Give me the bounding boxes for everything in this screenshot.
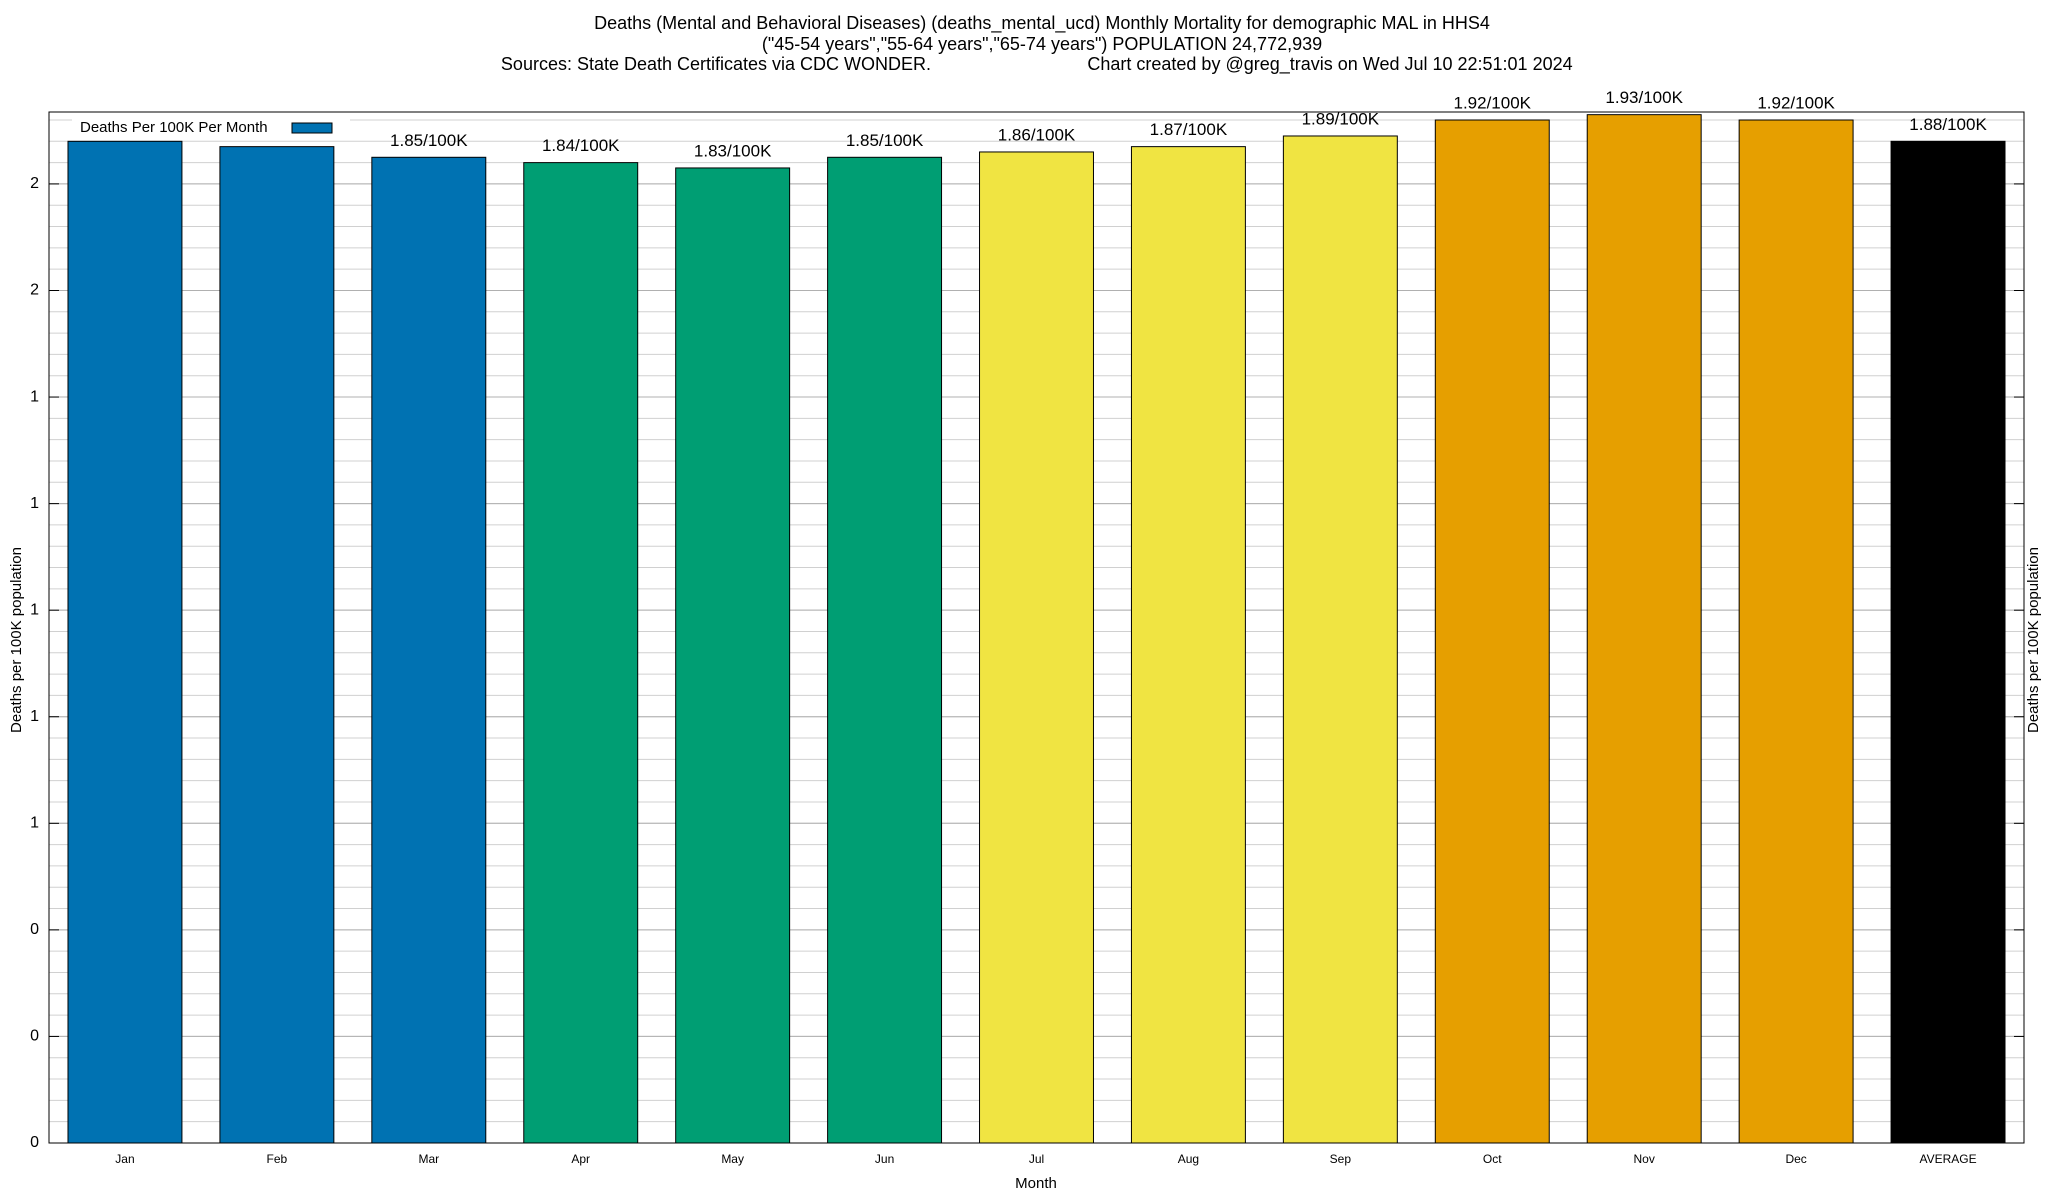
y-tick-label: 1 bbox=[30, 495, 39, 512]
y2-axis-label: Deaths per 100K population bbox=[2025, 547, 2042, 733]
bar bbox=[675, 167, 791, 1144]
x-tick-label: Sep bbox=[1330, 1152, 1352, 1166]
x-tick-label: Feb bbox=[267, 1152, 288, 1166]
bar bbox=[219, 146, 335, 1144]
y-tick-label: 0 bbox=[30, 1028, 39, 1045]
chart-source: Sources: State Death Certificates via CD… bbox=[501, 54, 931, 74]
y-tick-label: 0 bbox=[30, 921, 39, 938]
legend-label: Deaths Per 100K Per Month bbox=[80, 119, 268, 136]
y-tick-label: 0 bbox=[30, 1134, 39, 1151]
x-tick-label: Jun bbox=[875, 1152, 894, 1166]
bar bbox=[1130, 146, 1246, 1144]
y-tick-label: 1 bbox=[30, 815, 39, 832]
value-label: 1.85/100K bbox=[390, 131, 468, 150]
x-tick-label: Dec bbox=[1785, 1152, 1806, 1166]
value-label: 1.84/100K bbox=[542, 136, 620, 155]
value-label: 1.83/100K bbox=[694, 141, 772, 160]
x-tick-label: Jan bbox=[115, 1152, 134, 1166]
x-tick-label: May bbox=[721, 1152, 744, 1166]
value-label: 1.89/100K bbox=[1302, 109, 1380, 128]
bar bbox=[67, 140, 183, 1144]
legend-swatch bbox=[291, 122, 333, 134]
x-axis-label: Month bbox=[1015, 1175, 1057, 1192]
x-tick-label: Mar bbox=[418, 1152, 439, 1166]
bar bbox=[1586, 114, 1702, 1144]
value-label: 1.93/100K bbox=[1605, 88, 1683, 107]
x-tick-label: AVERAGE bbox=[1919, 1152, 1976, 1166]
chart-credit: Chart created by @greg_travis on Wed Jul… bbox=[1087, 54, 1572, 75]
x-tick-label: Oct bbox=[1483, 1152, 1502, 1166]
x-tick-label: Apr bbox=[571, 1152, 590, 1166]
chart-subtitle: ("45-54 years","55-64 years","65-74 year… bbox=[762, 34, 1322, 54]
bar bbox=[1890, 140, 2006, 1144]
y-tick-label: 1 bbox=[30, 601, 39, 618]
value-label: 1.87/100K bbox=[1150, 120, 1228, 139]
value-label: 1.85/100K bbox=[846, 131, 924, 150]
x-tick-label: Jul bbox=[1029, 1152, 1044, 1166]
bar bbox=[1282, 135, 1398, 1144]
y-tick-label: 1 bbox=[30, 388, 39, 405]
x-tick-label: Nov bbox=[1634, 1152, 1655, 1166]
y-tick-label: 2 bbox=[30, 175, 39, 192]
bar bbox=[523, 162, 639, 1144]
value-label: 1.86/100K bbox=[998, 125, 1076, 144]
value-label: 1.92/100K bbox=[1454, 93, 1532, 112]
bar bbox=[371, 156, 487, 1144]
value-label: 1.92/100K bbox=[1757, 93, 1835, 112]
bar bbox=[1738, 119, 1854, 1144]
y-axis-label: Deaths per 100K population bbox=[8, 547, 25, 733]
y-tick-label: 1 bbox=[30, 708, 39, 725]
x-tick-label: Aug bbox=[1178, 1152, 1199, 1166]
value-label: 1.88/100K bbox=[1909, 115, 1987, 134]
bar bbox=[979, 151, 1094, 1144]
legend-background bbox=[72, 116, 350, 138]
y-tick-label: 2 bbox=[30, 282, 39, 299]
chart-title: Deaths (Mental and Behavioral Diseases) … bbox=[594, 13, 1490, 34]
bar bbox=[1434, 119, 1550, 1144]
bar bbox=[827, 156, 943, 1144]
